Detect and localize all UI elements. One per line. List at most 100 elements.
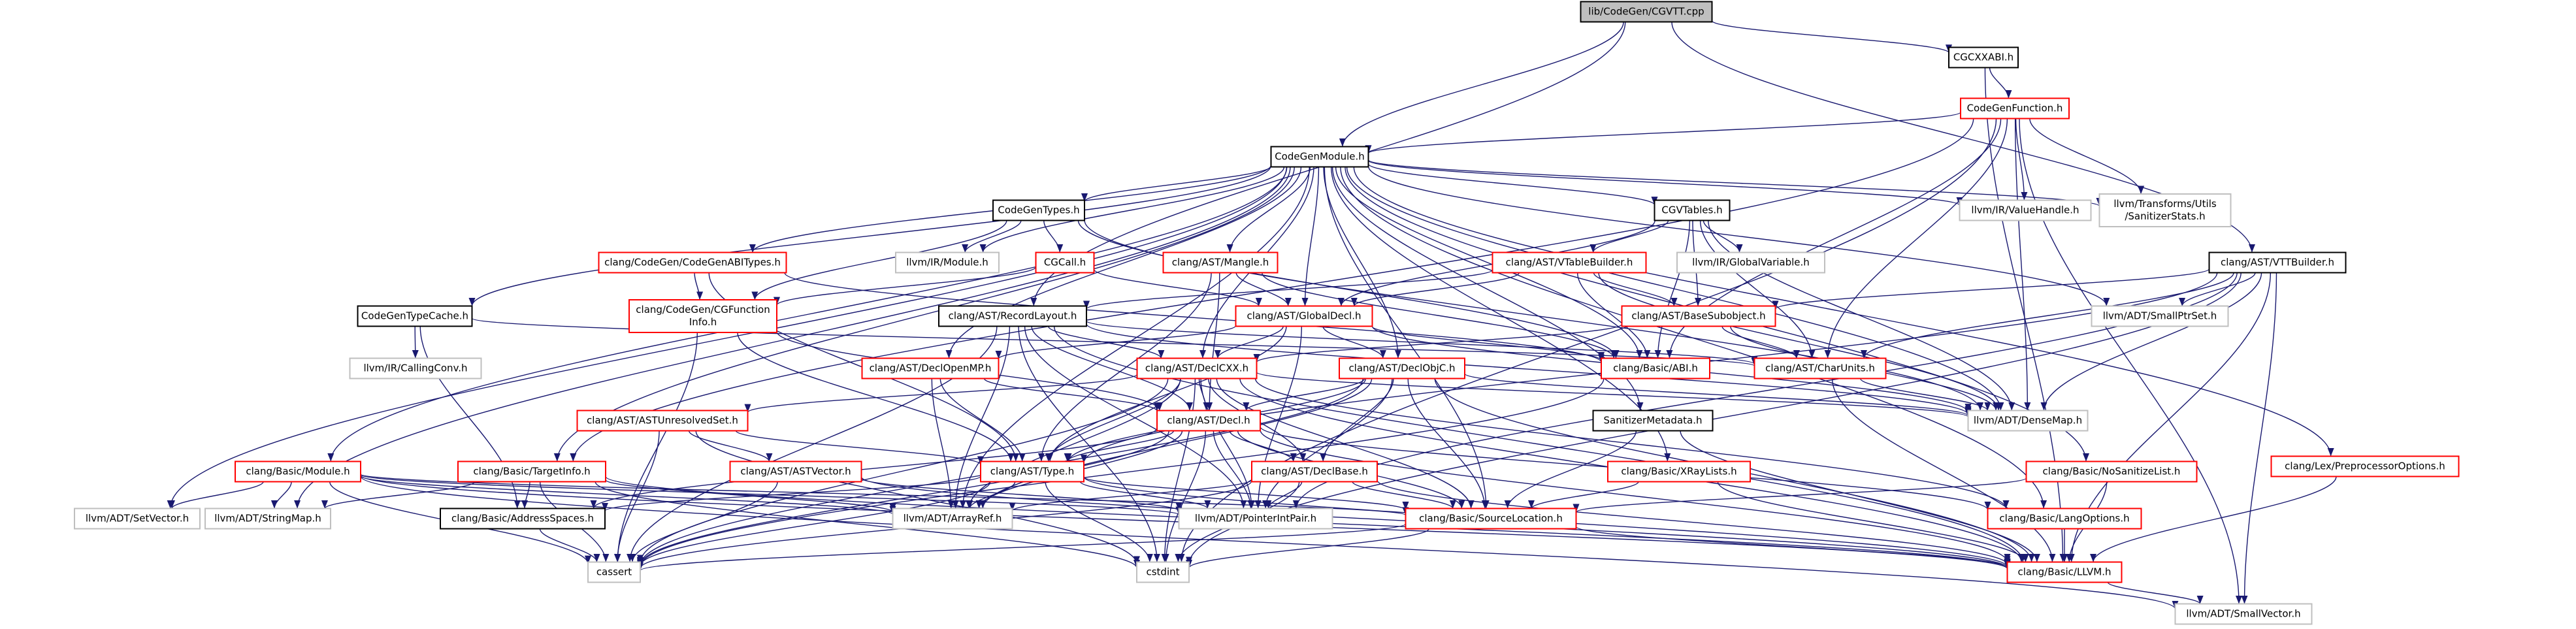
graph-node-sanitizerstats[interactable]: llvm/Transforms/Utils/SanitizerStats.h	[2098, 193, 2232, 227]
edge-recordlayout-to-cstdint	[1018, 326, 1160, 562]
graph-node-codegenabitypes[interactable]: clang/CodeGen/CodeGenABITypes.h	[598, 251, 787, 274]
node-label: clang/AST/Mangle.h	[1172, 257, 1269, 268]
node-label: /SanitizerStats.h	[2125, 210, 2205, 222]
graph-node-addressspaces[interactable]: clang/Basic/AddressSpaces.h	[440, 508, 606, 530]
edge-targetinfo-to-stringmap	[321, 481, 476, 509]
graph-node-codegenmodule[interactable]: CodeGenModule.h	[1270, 146, 1369, 168]
edge-unresolvedset-to-cassert	[613, 430, 660, 562]
graph-node-irmodule[interactable]: llvm/IR/Module.h	[895, 251, 1000, 274]
node-label: clang/Basic/SourceLocation.h	[1419, 513, 1563, 524]
edge-vttbuilder-to-smallptrset	[2179, 272, 2256, 306]
edge-codegentypecache-to-addressspaces	[419, 326, 521, 509]
graph-node-cstdint[interactable]: cstdint	[1136, 561, 1190, 583]
edge-sanitizermetadata-to-llvmh	[1680, 430, 2040, 562]
graph-node-llvmh[interactable]: clang/Basic/LLVM.h	[2006, 561, 2123, 583]
graph-node-cgcall[interactable]: CGCall.h	[1035, 251, 1095, 274]
graph-node-abi[interactable]: clang/Basic/ABI.h	[1601, 357, 1710, 379]
graph-node-setvector[interactable]: llvm/ADT/SetVector.h	[74, 508, 201, 530]
graph-node-langoptions[interactable]: clang/Basic/LangOptions.h	[1987, 508, 2142, 530]
node-box	[2208, 251, 2347, 274]
node-box	[457, 460, 606, 483]
graph-node-smallvector[interactable]: llvm/ADT/SmallVector.h	[2174, 603, 2313, 625]
edge-charunits-to-densemap	[1859, 378, 1991, 411]
node-box	[1601, 357, 1710, 379]
graph-node-sourcelocation[interactable]: clang/Basic/SourceLocation.h	[1405, 508, 1577, 530]
node-box	[892, 508, 1013, 530]
edge-codegenfunction-to-charunits	[1824, 118, 2008, 359]
graph-node-cassert[interactable]: cassert	[587, 561, 641, 583]
edge-decl-to-type	[1064, 430, 1175, 462]
edge-sourcelocation-to-llvmh	[1575, 526, 2011, 568]
edge-globaldecl-to-declopenmp	[995, 325, 1237, 360]
graph-node-targetinfo[interactable]: clang/Basic/TargetInfo.h	[457, 460, 606, 483]
graph-node-vtablebuilder[interactable]: clang/AST/VTableBuilder.h	[1492, 251, 1647, 274]
edge-sourcelocation-to-cassert	[637, 523, 1407, 572]
graph-node-recordlayout[interactable]: clang/AST/RecordLayout.h	[938, 305, 1087, 327]
edge-codegenabitypes-to-cgfunctioninfo	[694, 272, 704, 300]
graph-node-nosanitizelist[interactable]: clang/Basic/NoSanitizeList.h	[2025, 460, 2198, 483]
node-label: clang/Basic/LLVM.h	[2018, 566, 2111, 578]
edge-declopenmp-to-type	[939, 378, 1026, 462]
edge-vtablebuilder-to-recordlayout	[1083, 269, 1493, 310]
graph-node-cgcxxabi[interactable]: CGCXXABI.h	[1948, 46, 2019, 69]
graph-node-pointerintpair[interactable]: llvm/ADT/PointerIntPair.h	[1178, 508, 1333, 530]
node-box	[1251, 460, 1378, 483]
graph-node-cgvtables[interactable]: CGVTables.h	[1654, 199, 1731, 221]
edge-recordlayout-to-decl	[1031, 326, 1193, 411]
graph-node-decl[interactable]: clang/AST/Decl.h	[1156, 410, 1261, 432]
graph-node-root[interactable]: lib/CodeGen/CGVTT.cpp	[1580, 1, 1713, 23]
graph-node-charunits[interactable]: clang/AST/CharUnits.h	[1753, 357, 1887, 379]
graph-node-module[interactable]: clang/Basic/Module.h	[235, 460, 361, 483]
graph-node-unresolvedset[interactable]: clang/AST/ASTUnresolvedSet.h	[576, 410, 749, 432]
edge-declobjc-to-pointerintpair	[1262, 378, 1393, 509]
graph-node-basesubobject[interactable]: clang/AST/BaseSubobject.h	[1621, 305, 1776, 327]
edge-declcxx-to-cassert	[637, 378, 1169, 564]
graph-node-xraylists[interactable]: clang/Basic/XRayLists.h	[1607, 460, 1751, 483]
graph-node-astvector[interactable]: clang/AST/ASTVector.h	[729, 460, 862, 483]
node-label: clang/AST/CharUnits.h	[1765, 363, 1875, 374]
graph-node-globalvariable[interactable]: llvm/IR/GlobalVariable.h	[1676, 251, 1825, 274]
edge-declcxx-to-densemap	[1256, 372, 1971, 417]
graph-node-type[interactable]: clang/AST/Type.h	[980, 460, 1084, 483]
edge-globaldecl-to-pointerintpair	[1254, 326, 1302, 509]
graph-node-declcxx[interactable]: clang/AST/DeclCXX.h	[1136, 357, 1258, 379]
graph-node-codegentypecache[interactable]: CodeGenTypeCache.h	[357, 305, 473, 327]
graph-node-densemap[interactable]: llvm/ADT/DenseMap.h	[1967, 410, 2089, 432]
edge-module-to-setvector	[169, 481, 264, 509]
edge-declobjc-to-arrayref	[979, 378, 1373, 509]
node-box	[1621, 305, 1776, 327]
graph-node-globaldecl[interactable]: clang/AST/GlobalDecl.h	[1235, 305, 1373, 327]
edge-cgvtables-to-vtablebuilder	[1590, 220, 1669, 253]
node-label: llvm/IR/GlobalVariable.h	[1692, 257, 1810, 268]
graph-node-valuehandle[interactable]: llvm/IR/ValueHandle.h	[1959, 199, 2092, 221]
graph-node-vttbuilder[interactable]: clang/AST/VTTBuilder.h	[2208, 251, 2347, 274]
graph-node-sanitizermetadata[interactable]: SanitizerMetadata.h	[1592, 410, 1714, 432]
edge-codegenfunction-to-sanitizerstats	[2029, 118, 2145, 195]
graph-node-stringmap[interactable]: llvm/ADT/StringMap.h	[204, 508, 331, 530]
graph-node-codegenfunction[interactable]: CodeGenFunction.h	[1960, 97, 2070, 120]
graph-node-codegentypes[interactable]: CodeGenTypes.h	[992, 199, 1085, 221]
node-box	[1162, 251, 1279, 274]
edge-sanitizermetadata-to-sourcelocation	[1504, 430, 1637, 509]
node-box	[980, 460, 1084, 483]
node-label: clang/Basic/NoSanitizeList.h	[2043, 466, 2181, 477]
graph-node-arrayref[interactable]: llvm/ADT/ArrayRef.h	[892, 508, 1013, 530]
graph-node-preprocessoroptions[interactable]: clang/Lex/PreprocessorOptions.h	[2270, 455, 2460, 477]
graph-node-smallptrset[interactable]: llvm/ADT/SmallPtrSet.h	[2091, 305, 2229, 327]
edge-type-to-sourcelocation	[1083, 476, 1409, 511]
edge-declobjc-to-densemap	[1464, 373, 1972, 416]
graph-node-declobjc[interactable]: clang/AST/DeclObjC.h	[1339, 357, 1465, 379]
node-label: cassert	[596, 566, 632, 578]
edge-recordlayout-to-declcxx	[1047, 326, 1165, 359]
edge-codegentypes-to-densemap	[1084, 219, 1983, 411]
graph-node-declopenmp[interactable]: clang/AST/DeclOpenMP.h	[861, 357, 1000, 379]
edge-declcxx-to-unresolvedset	[744, 374, 1138, 413]
graph-node-mangle[interactable]: clang/AST/Mangle.h	[1162, 251, 1279, 274]
graph-node-declbase[interactable]: clang/AST/DeclBase.h	[1251, 460, 1378, 483]
graph-node-callingconv[interactable]: llvm/IR/CallingConv.h	[349, 357, 482, 379]
edge-vtablebuilder-to-abi	[1576, 272, 1651, 359]
node-box	[729, 460, 862, 483]
edge-preprocessoroptions-to-llvmh	[2090, 476, 2337, 562]
